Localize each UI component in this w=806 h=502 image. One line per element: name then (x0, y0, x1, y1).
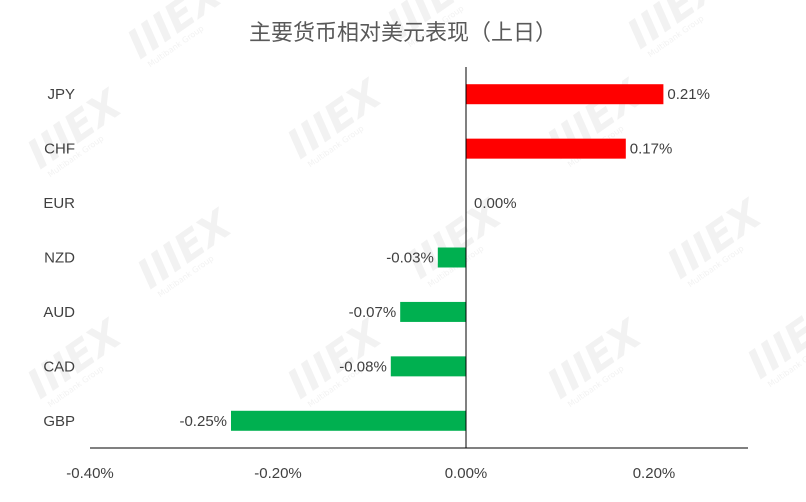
category-label-cad: CAD (43, 358, 75, 375)
bar-gbp (231, 410, 466, 431)
svg-text:IIIEX: IIIEX (119, 0, 231, 68)
category-label-aud: AUD (43, 304, 75, 321)
value-label-cad: -0.08% (339, 358, 387, 375)
value-label-eur: 0.00% (474, 195, 517, 212)
bar-chf (466, 138, 626, 159)
bar-aud (400, 301, 466, 322)
bar-cad (390, 356, 466, 377)
category-label-eur: EUR (43, 195, 75, 212)
category-label-jpy: JPY (47, 86, 75, 103)
value-label-jpy: 0.21% (667, 86, 710, 103)
bar-jpy (466, 84, 664, 105)
category-label-nzd: NZD (44, 250, 75, 267)
svg-text:IIIEX: IIIEX (659, 190, 771, 288)
svg-text:IIIEX: IIIEX (539, 310, 651, 408)
x-tick-label: -0.20% (254, 465, 302, 482)
svg-text:IIIEX: IIIEX (19, 310, 131, 408)
value-label-nzd: -0.03% (386, 250, 434, 267)
x-tick-label: 0.20% (633, 465, 676, 482)
svg-text:IIIEX: IIIEX (19, 80, 131, 178)
svg-text:IIIEX: IIIEX (129, 200, 241, 298)
category-label-chf: CHF (44, 141, 75, 158)
svg-text:IIIEX: IIIEX (279, 70, 391, 168)
svg-text:IIIEX: IIIEX (739, 290, 806, 388)
value-label-gbp: -0.25% (179, 413, 227, 430)
value-label-aud: -0.07% (349, 304, 397, 321)
bar-nzd (437, 247, 466, 268)
x-tick-label: 0.00% (445, 465, 488, 482)
svg-text:IIIEX: IIIEX (619, 0, 731, 58)
x-tick-label: -0.40% (66, 465, 114, 482)
plot-area: JPY 0.21% CHF 0.17% EUR 0.00% NZD -0.03% AUD -0.0… (43, 67, 748, 482)
value-label-chf: 0.17% (630, 141, 673, 158)
category-label-gbp: GBP (43, 413, 75, 430)
chart-title: 主要货币相对美元表现（上日） (249, 21, 557, 46)
